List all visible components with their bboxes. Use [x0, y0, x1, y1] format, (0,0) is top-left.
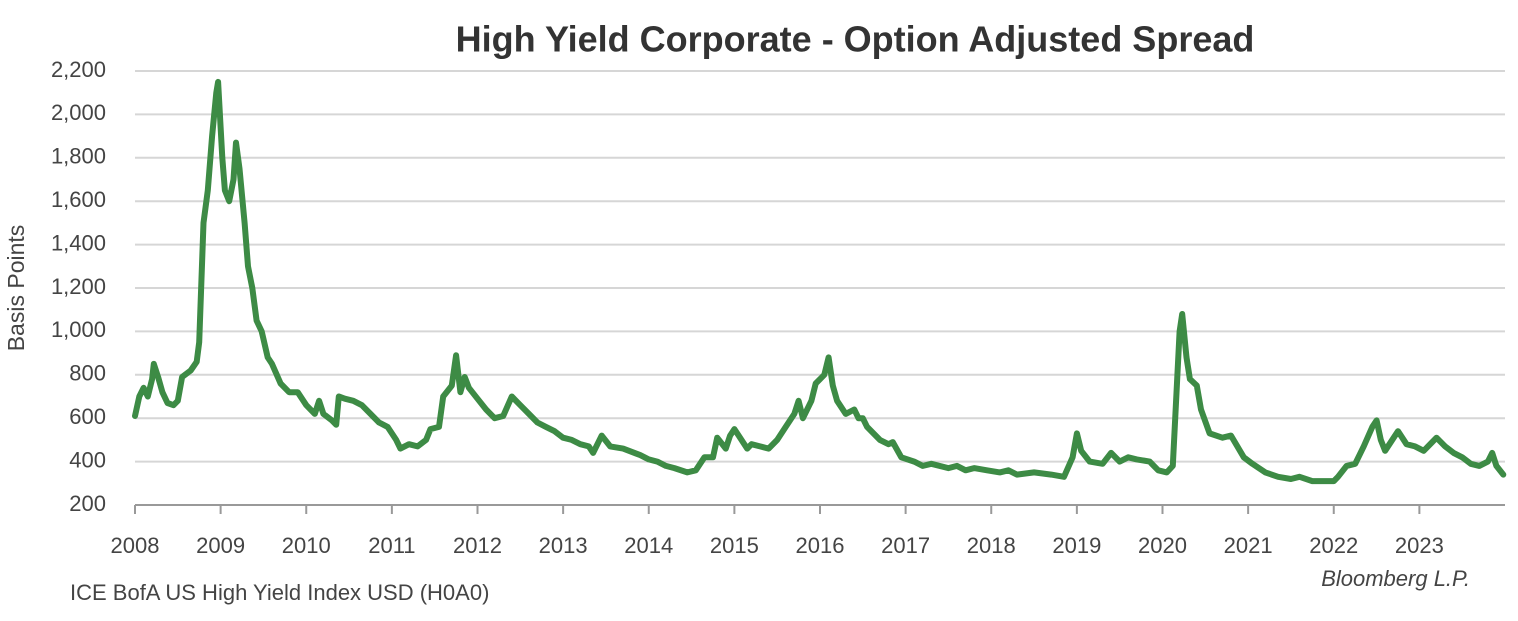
y-tick-label: 2,000 — [51, 100, 106, 125]
y-tick-label: 2,200 — [51, 57, 106, 82]
x-tick-label: 2018 — [967, 533, 1016, 558]
x-tick-label: 2021 — [1224, 533, 1273, 558]
y-tick-label: 1,800 — [51, 144, 106, 169]
y-tick-label: 400 — [69, 447, 106, 472]
x-tick-label: 2013 — [539, 533, 588, 558]
y-tick-label: 200 — [69, 491, 106, 516]
y-axis-title: Basis Points — [3, 225, 29, 352]
credit-note: Bloomberg L.P. — [1321, 566, 1470, 591]
y-tick-label: 1,600 — [51, 187, 106, 212]
y-tick-label: 1,000 — [51, 317, 106, 342]
x-tick-label: 2014 — [624, 533, 673, 558]
x-tick-label: 2016 — [796, 533, 845, 558]
x-tick-label: 2023 — [1395, 533, 1444, 558]
source-note: ICE BofA US High Yield Index USD (H0A0) — [70, 580, 489, 605]
y-tick-label: 1,200 — [51, 274, 106, 299]
x-tick-label: 2008 — [111, 533, 160, 558]
x-tick-label: 2017 — [881, 533, 930, 558]
spread-line — [132, 78, 1507, 485]
y-tick-label: 800 — [69, 361, 106, 386]
x-tick-label: 2022 — [1309, 533, 1358, 558]
x-tick-label: 2020 — [1138, 533, 1187, 558]
x-tick-label: 2009 — [196, 533, 245, 558]
x-tick-label: 2011 — [368, 533, 415, 558]
x-tick-label: 2012 — [453, 533, 502, 558]
x-tick-label: 2019 — [1052, 533, 1101, 558]
y-tick-label: 1,400 — [51, 230, 106, 255]
y-tick-label: 600 — [69, 404, 106, 429]
x-tick-label: 2010 — [282, 533, 331, 558]
x-tick-label: 2015 — [710, 533, 759, 558]
chart-title: High Yield Corporate - Option Adjusted S… — [456, 19, 1255, 60]
